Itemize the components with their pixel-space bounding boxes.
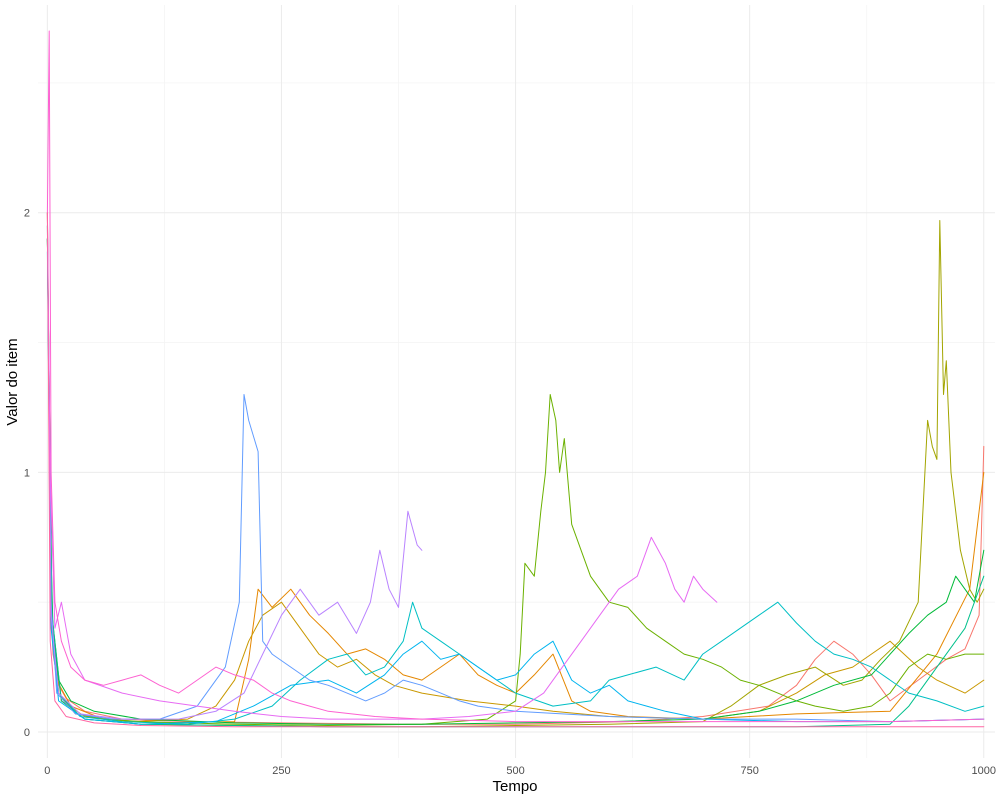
series-line-13: [46, 30, 985, 723]
series-line-9: [46, 251, 985, 725]
series-line-14: [46, 212, 985, 728]
x-axis-title: Tempo: [492, 778, 537, 795]
y-axis-title: Valor do item: [4, 338, 21, 425]
x-tick-label: 1000: [972, 765, 996, 777]
y-tick-label: 2: [24, 208, 30, 220]
series-line-12: [46, 212, 718, 720]
series-line-6: [46, 225, 985, 725]
series-line-5: [46, 212, 985, 726]
x-tick-label: 0: [44, 765, 50, 777]
y-tick-label: 0: [24, 727, 30, 739]
x-tick-label: 500: [506, 765, 524, 777]
tick-labels: 0 250 500 750 1000 0 1 2: [24, 208, 996, 777]
series-line-11: [46, 225, 423, 720]
grid: [38, 5, 995, 758]
x-tick-label: 750: [740, 765, 758, 777]
series-group: [46, 30, 985, 728]
y-tick-label: 1: [24, 467, 30, 479]
x-tick-label: 250: [272, 765, 290, 777]
